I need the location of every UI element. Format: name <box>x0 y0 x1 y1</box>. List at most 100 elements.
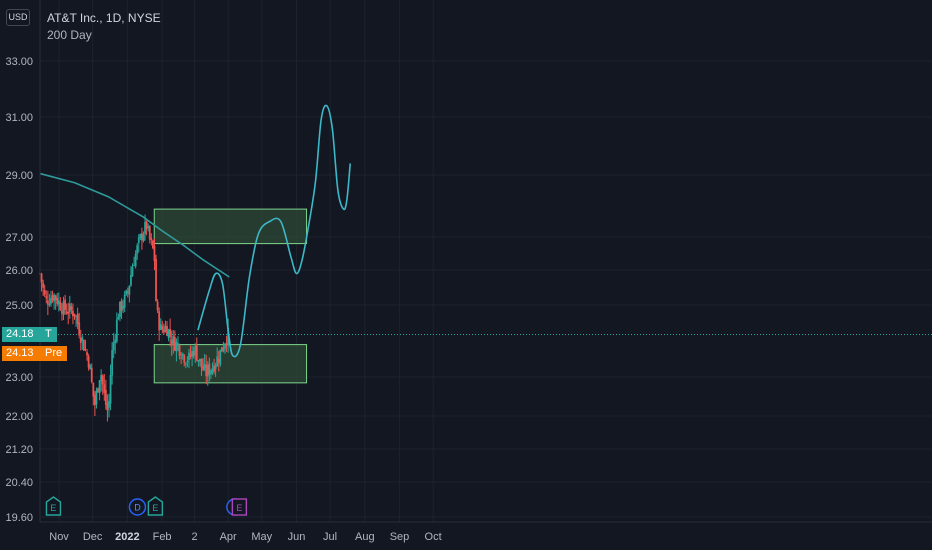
candle-body <box>59 301 62 311</box>
candle-body <box>133 265 135 267</box>
candle-body <box>97 388 99 393</box>
candle-body <box>206 365 209 377</box>
candle-body <box>106 403 109 411</box>
price-axis[interactable]: 33.00 31.00 29.00 27.00 26.00 25.00 23.00 22.00… <box>5 0 41 524</box>
candle-body <box>142 234 145 241</box>
candle-body <box>189 354 192 357</box>
earnings-marker[interactable] <box>45 496 62 516</box>
candle-body <box>134 253 137 267</box>
candle-body <box>40 273 43 283</box>
candle-body <box>195 345 198 361</box>
x-tick-label: Apr <box>220 531 237 543</box>
x-tick-label: Jun <box>288 531 306 543</box>
candle-body <box>144 221 146 234</box>
candle-body <box>217 359 220 363</box>
candle-body <box>136 245 139 254</box>
event-markers[interactable]: EDEDE <box>45 496 248 516</box>
y-tick-label: 26.00 <box>5 265 33 277</box>
candle-body <box>128 285 131 295</box>
candle-body <box>156 301 159 311</box>
y-tick-label: 31.00 <box>5 112 33 124</box>
candle-body <box>114 339 117 344</box>
candle-body <box>70 306 73 311</box>
symbol-title[interactable]: AT&T Inc., 1D, NYSE <box>47 11 161 25</box>
x-tick-label: 2 <box>191 531 197 543</box>
candle-body <box>214 365 217 370</box>
projection-path[interactable] <box>197 104 352 358</box>
x-tick-label: Nov <box>49 531 69 543</box>
x-tick-label: Oct <box>425 531 442 543</box>
rectangle-zones[interactable] <box>153 208 308 384</box>
candle-body <box>141 233 143 241</box>
candle-body <box>100 375 103 382</box>
candle-body <box>54 295 57 300</box>
indicator-label[interactable]: 200 Day <box>47 28 92 42</box>
x-tick-label: Aug <box>355 531 375 543</box>
candle-body <box>211 368 214 373</box>
candle-body <box>68 303 71 312</box>
candle-body <box>125 290 128 295</box>
candle-body <box>213 365 215 372</box>
candle-body <box>130 275 132 286</box>
candle-body <box>103 384 106 393</box>
candle-body <box>87 356 90 368</box>
candle-body <box>178 344 181 356</box>
candle-body <box>173 337 176 351</box>
candle-body <box>219 349 222 365</box>
candle-body <box>177 343 179 345</box>
candle-body <box>90 367 93 383</box>
candle-body <box>158 311 161 331</box>
earnings-marker[interactable] <box>231 498 248 516</box>
candle-body <box>43 289 46 295</box>
candle-body <box>56 297 59 304</box>
time-axis[interactable]: Nov Dec 2022 Feb 2 Apr May Jun Jul Aug Sep Oct <box>40 521 932 543</box>
candle-body <box>45 296 48 299</box>
candle-body <box>122 305 125 309</box>
candle-body <box>81 337 84 341</box>
candle-body <box>161 326 164 330</box>
dividend-marker[interactable] <box>128 498 147 516</box>
pre-market-label-tag: Pre <box>40 346 68 361</box>
earnings-marker[interactable] <box>147 496 164 516</box>
candle-body <box>93 395 96 406</box>
candle-body <box>220 347 223 352</box>
y-tick-label: 29.00 <box>5 170 33 182</box>
candle-body <box>86 352 88 356</box>
candle-body <box>162 329 165 333</box>
candle-body <box>73 313 76 316</box>
candle-body <box>180 357 183 359</box>
candle-body <box>123 294 126 308</box>
candle-body <box>202 366 204 371</box>
last-price-tag: 24.18 <box>2 327 42 342</box>
candle-body <box>224 343 226 349</box>
candle-body <box>175 341 178 352</box>
candle-body <box>192 351 195 357</box>
candle-body <box>225 343 228 345</box>
candle-body <box>46 300 49 305</box>
zone-rectangle[interactable] <box>153 208 308 245</box>
x-tick-label: Jul <box>323 531 337 543</box>
candle-body <box>83 340 85 351</box>
candle-body <box>169 328 172 337</box>
candle-body <box>64 299 66 311</box>
candle-body <box>84 348 87 350</box>
y-tick-label: 23.00 <box>5 372 33 384</box>
x-tick-label: May <box>251 531 272 543</box>
currency-badge[interactable]: USD <box>6 9 30 26</box>
x-tick-label: 2022 <box>115 531 139 543</box>
x-tick-label: Dec <box>83 531 103 543</box>
candle-body <box>210 370 212 375</box>
candle-body <box>153 245 156 261</box>
candle-body <box>62 301 65 315</box>
y-tick-label: 33.00 <box>5 56 33 68</box>
event-type-label: E <box>50 503 56 513</box>
candle-body <box>131 267 134 277</box>
candle-body <box>101 375 104 385</box>
pre-market-price-tag: 24.13 <box>2 346 42 361</box>
candle-body <box>115 319 118 342</box>
ma-200-line <box>39 172 230 278</box>
projection-curve[interactable] <box>197 104 352 358</box>
y-tick-label: 20.40 <box>5 477 33 489</box>
candle-body <box>155 259 157 301</box>
